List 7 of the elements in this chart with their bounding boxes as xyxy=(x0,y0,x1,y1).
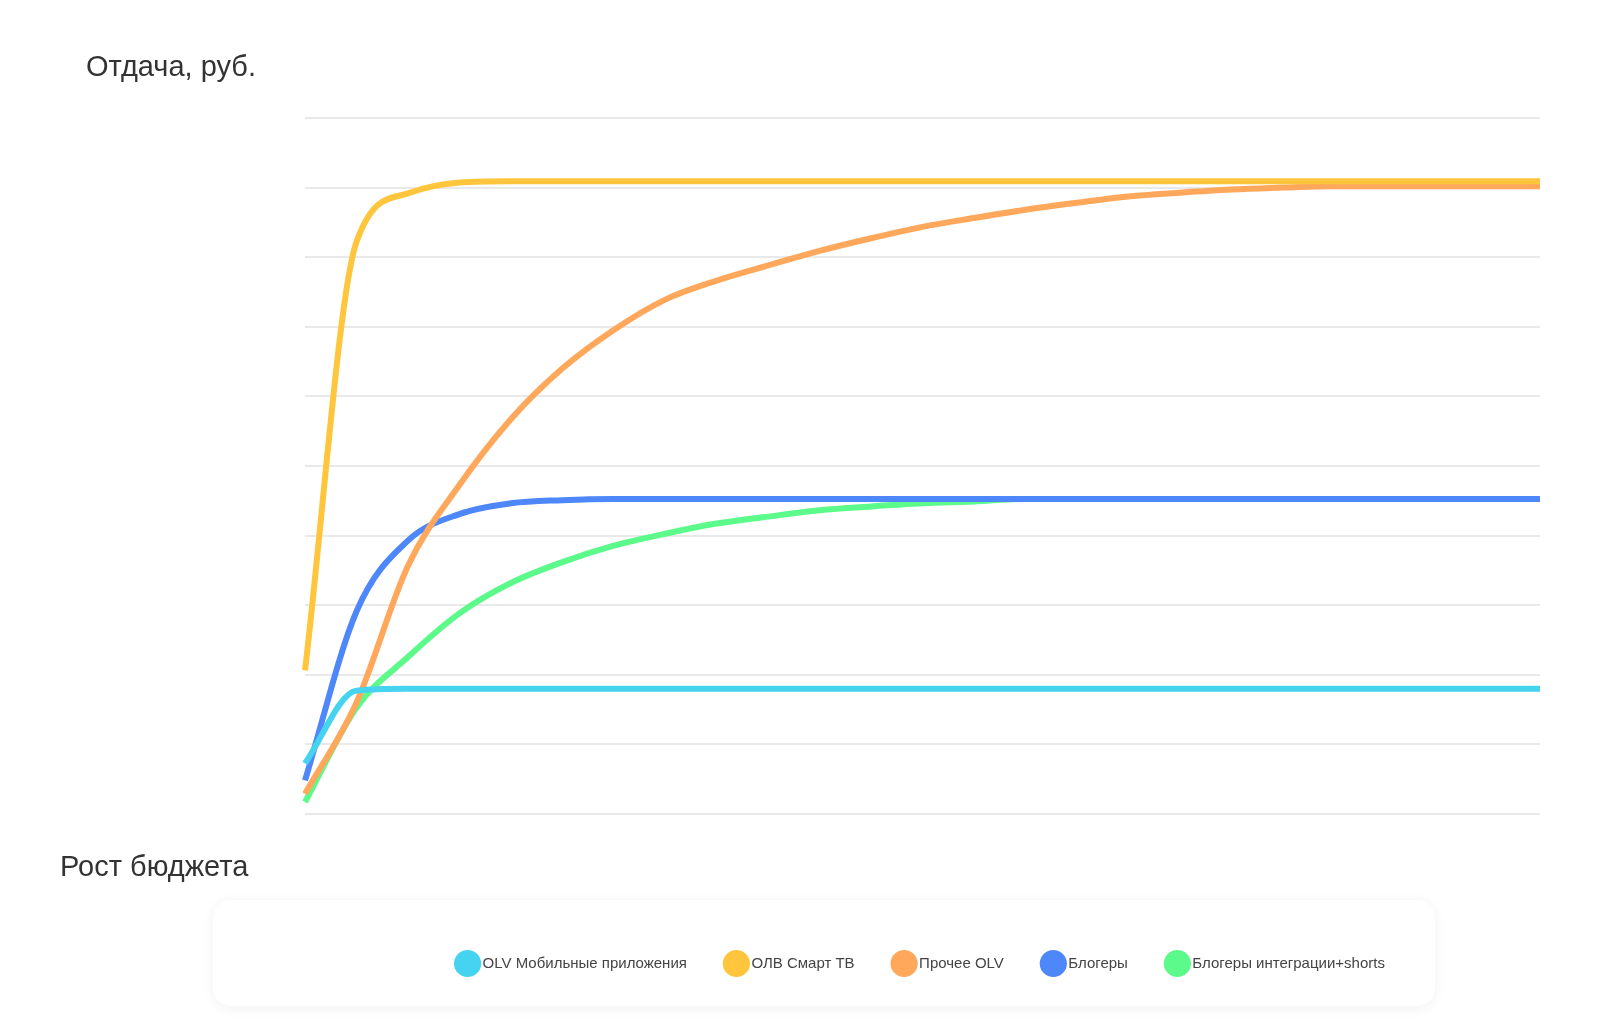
legend-label: ОЛВ Смарт ТВ xyxy=(751,953,855,971)
legend-label: Блогеры интеграции+shorts xyxy=(1192,953,1385,971)
x-axis-title: Рост бюджета xyxy=(60,850,249,883)
legend-label: Прочее OLV xyxy=(919,953,1004,971)
legend-label: OLV Мобильные приложения xyxy=(482,953,687,971)
legend-label: Блогеры xyxy=(1068,953,1128,971)
text: Отдача, руб. xyxy=(86,50,256,83)
